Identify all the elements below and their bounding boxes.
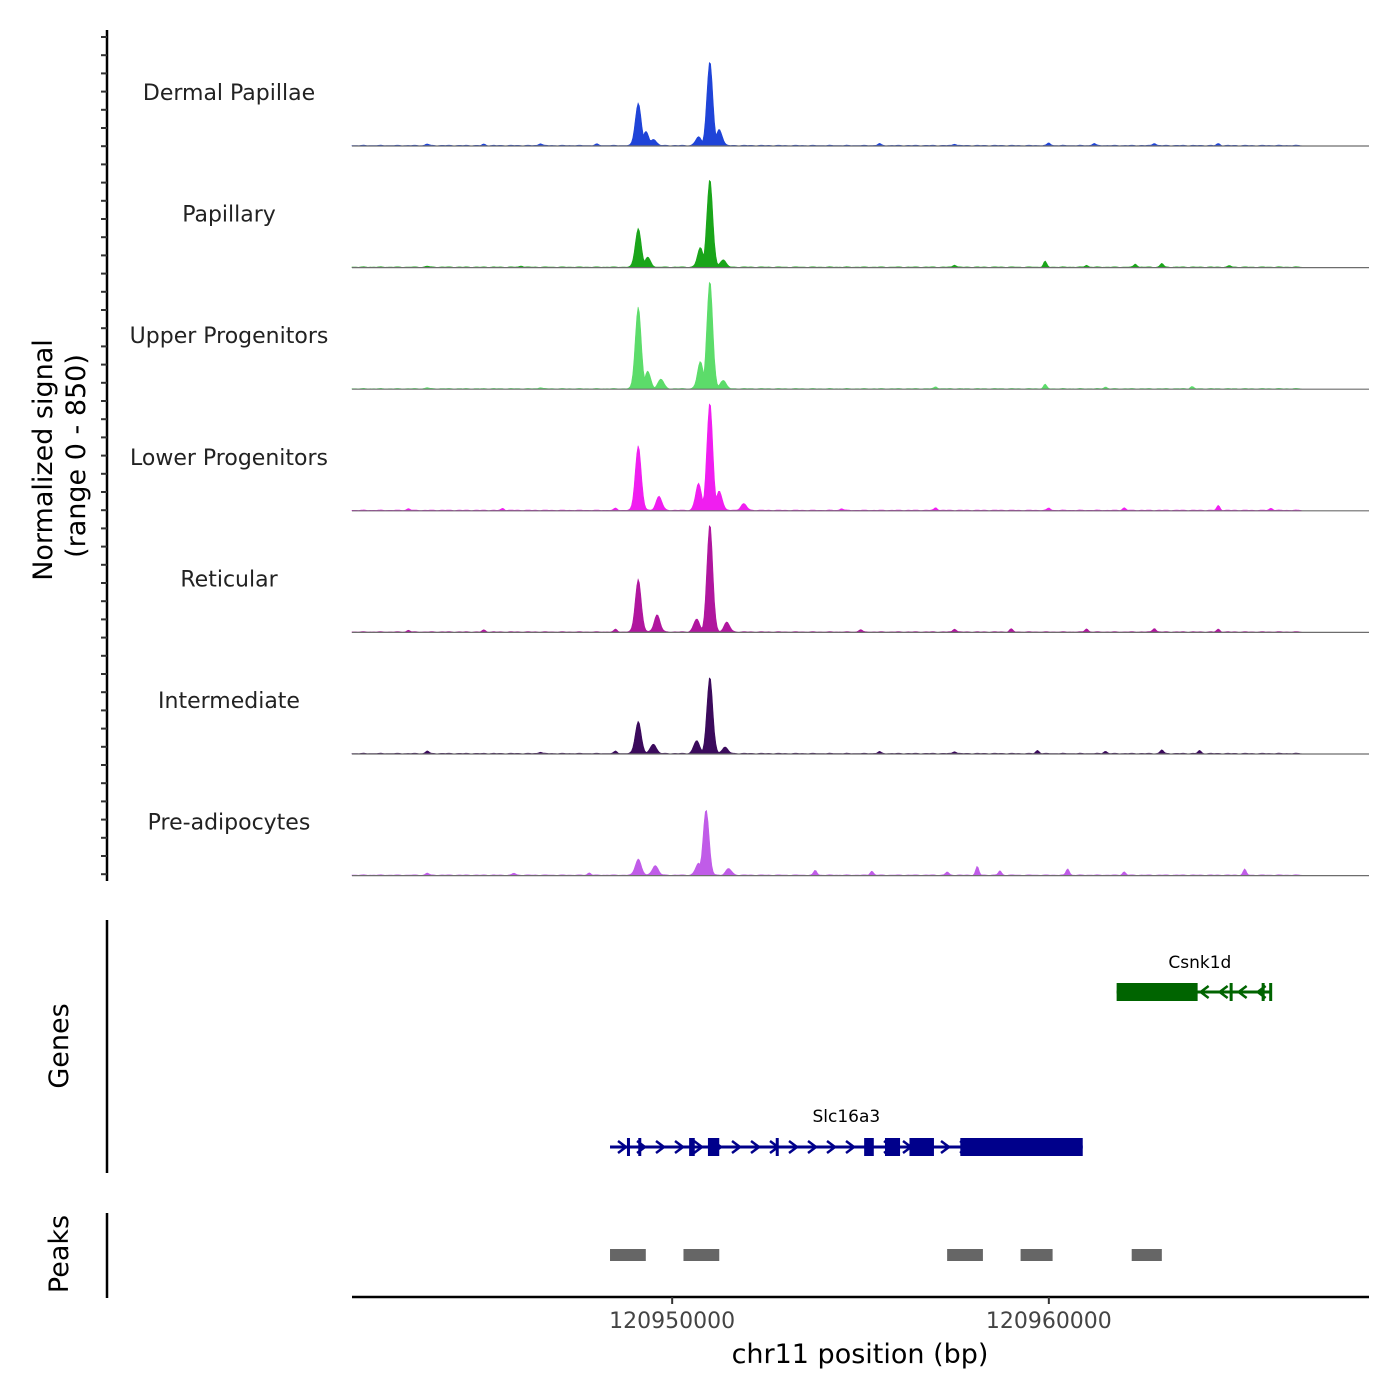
gene-exon (626, 1138, 630, 1156)
gene-exon (1269, 983, 1273, 1001)
strand-arrow (674, 1140, 686, 1154)
coverage-area (351, 179, 1302, 268)
gene-label: Slc16a3 (813, 1107, 881, 1127)
gene-exon (1229, 983, 1233, 1001)
coverage-area (351, 677, 1302, 755)
track-label: Pre-adipocytes (148, 811, 311, 836)
x-tick-label: 120950000 (609, 1309, 735, 1334)
peak-region (1131, 1249, 1162, 1261)
gene-exon (775, 1138, 779, 1156)
gene-coding-exon (689, 1138, 695, 1156)
genes-track-label: Genes (44, 1003, 75, 1088)
gene-coding-exon (707, 1138, 720, 1156)
strand-arrow (940, 1140, 952, 1154)
track-label: Lower Progenitors (130, 446, 328, 471)
gene-label: Csnk1d (1168, 953, 1231, 973)
strand-arrow (1236, 985, 1248, 999)
gene-slc16a3: Slc16a3 (610, 1107, 1083, 1156)
coverage-area (351, 524, 1302, 633)
track-2: Papillary (182, 179, 1369, 269)
strand-arrow (655, 1140, 667, 1154)
signal-axis (101, 30, 109, 881)
peaks-track-label: Peaks (44, 1215, 75, 1293)
strand-arrow (807, 1140, 819, 1154)
peak-region (1020, 1249, 1053, 1261)
gene-coding-exon (960, 1138, 1083, 1156)
gene-exon (638, 1138, 642, 1156)
strand-arrow (788, 1140, 800, 1154)
y-axis-title-line2: (range 0 - 850) (61, 354, 92, 558)
track-7: Pre-adipocytes (148, 809, 1369, 877)
track-label: Dermal Papillae (143, 81, 315, 106)
gene-coding-exon (884, 1138, 901, 1156)
gene-coding-exon (864, 1138, 874, 1156)
genes-track: Csnk1d Slc16a3 (610, 953, 1273, 1156)
gene-coding-exon (1116, 983, 1198, 1001)
peak-region (947, 1249, 983, 1261)
strand-arrow (845, 1140, 857, 1154)
coverage-area (351, 403, 1302, 512)
strand-arrow (1198, 985, 1210, 999)
coverage-tracks: Dermal Papillae Papillary Upper Progenitor… (130, 61, 1369, 877)
gene-csnk1d: Csnk1d (1116, 953, 1273, 1001)
coverage-area (351, 809, 1302, 876)
peaks-track (610, 1249, 1162, 1261)
track-label: Papillary (182, 203, 276, 228)
x-axis-ticks: 120950000 120960000 (609, 1297, 1112, 1334)
coverage-area (351, 281, 1302, 390)
track-6: Intermediate (158, 677, 1369, 755)
peak-region (683, 1249, 720, 1261)
peak-region (610, 1249, 646, 1261)
strand-arrow (750, 1140, 762, 1154)
gene-coding-exon (909, 1138, 934, 1156)
track-label: Upper Progenitors (130, 324, 329, 349)
x-axis-title: chr11 position (bp) (732, 1339, 989, 1370)
strand-arrow (693, 1140, 705, 1154)
track-3: Upper Progenitors (130, 281, 1369, 390)
x-tick-label: 120960000 (986, 1309, 1112, 1334)
gene-exon (1261, 983, 1265, 1001)
strand-arrow (826, 1140, 838, 1154)
track-5: Reticular (180, 524, 1369, 634)
track-label: Reticular (180, 567, 278, 592)
strand-arrow (1217, 985, 1229, 999)
strand-arrow (731, 1140, 743, 1154)
coverage-area (351, 61, 1302, 147)
track-4: Lower Progenitors (130, 403, 1369, 512)
track-label: Intermediate (158, 689, 300, 714)
y-axis-title-line1: Normalized signal (28, 339, 59, 581)
strand-arrow (617, 1140, 629, 1154)
track-1: Dermal Papillae (143, 61, 1369, 147)
